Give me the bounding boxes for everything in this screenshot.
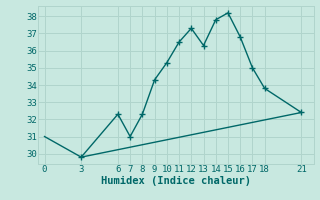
X-axis label: Humidex (Indice chaleur): Humidex (Indice chaleur) [101,176,251,186]
